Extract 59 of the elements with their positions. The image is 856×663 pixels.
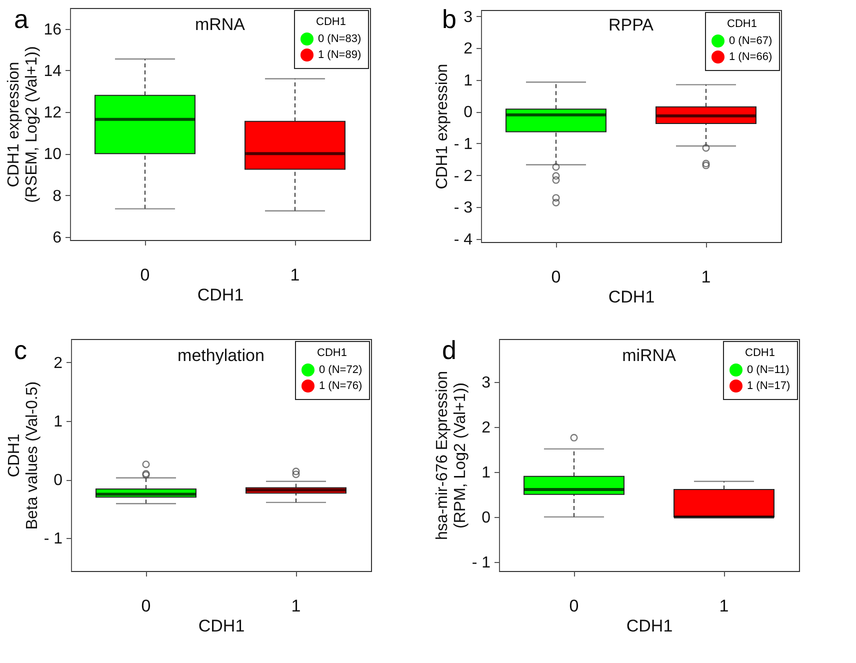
y-tick-label: 8	[52, 188, 62, 205]
x-tick-label: 0	[569, 596, 579, 616]
x-axis-title: CDH1	[198, 616, 245, 636]
y-tick-label: 12	[44, 104, 62, 122]
legend-label: 1 (N=89)	[318, 49, 362, 61]
y-tick-label: 2	[464, 40, 473, 58]
y-tick-label: 3	[482, 374, 491, 392]
y-tick-label: 0	[482, 509, 491, 526]
x-tick-label: 0	[140, 266, 150, 284]
text: b	[442, 4, 456, 35]
x-axis-title: CDH1	[197, 286, 244, 304]
legend-title: CDH1	[317, 347, 347, 359]
y-tick-label: 2	[54, 354, 63, 372]
legend-label: 0 (N=83)	[318, 33, 362, 45]
x-tick-label: 0	[141, 596, 151, 616]
legend-label: 0 (N=72)	[319, 364, 362, 376]
y-tick-label: 10	[44, 146, 62, 164]
y-axis-title: CDH1 Beta values (Val-0.5)	[6, 381, 41, 530]
y-tick-label: 2	[482, 419, 491, 436]
chart-title: miRNA	[622, 346, 677, 365]
y-tick-label: - 1	[44, 530, 63, 548]
x-tick-label: 1	[291, 596, 301, 616]
legend-title: CDH1	[316, 16, 346, 28]
chart-title: mRNA	[194, 15, 246, 34]
x-tick-label: 0	[551, 268, 561, 286]
y-tick-label: 0	[54, 472, 63, 490]
x-tick-label: 1	[701, 268, 711, 286]
x-tick-label: 1	[719, 596, 729, 616]
legend-label: 1 (N=76)	[319, 380, 362, 392]
legend-label: 0 (N=67)	[729, 35, 772, 47]
chart-title: RPPA	[608, 15, 654, 34]
x-axis-title: CDH1	[608, 288, 655, 306]
text: a	[14, 4, 28, 35]
y-axis-title: hsa-mir-676 Expression (RPM, Log2 (Val+1))	[434, 371, 469, 540]
text: d	[442, 335, 456, 366]
y-tick-label: 6	[52, 229, 62, 246]
y-tick-label: 0	[464, 104, 473, 122]
y-axis-title: CDH1 expression (RSEM, Log2 (Val+1))	[6, 46, 41, 203]
y-tick-label: 1	[54, 414, 63, 431]
legend-label: 1 (N=66)	[729, 51, 772, 63]
y-tick-label: - 4	[454, 231, 473, 248]
x-axis-title: CDH1	[626, 616, 673, 636]
legend-label: 1 (N=17)	[747, 380, 790, 392]
y-tick-label: 1	[464, 72, 473, 90]
y-tick-label: - 3	[454, 200, 473, 217]
text: c	[14, 335, 27, 366]
legend-title: CDH1	[727, 18, 757, 30]
y-axis-title: CDH1 expression	[434, 64, 451, 190]
legend-label: 0 (N=11)	[747, 364, 790, 376]
y-tick-label: 3	[464, 8, 473, 26]
legend-title: CDH1	[745, 347, 775, 359]
y-tick-label: - 1	[472, 554, 491, 572]
y-tick-label: 14	[44, 62, 62, 80]
y-tick-label: 1	[482, 464, 491, 482]
y-tick-label: - 2	[454, 168, 473, 185]
chart-title: methylation	[178, 346, 264, 365]
y-tick-label: - 1	[454, 136, 473, 153]
x-tick-label: 1	[290, 266, 300, 284]
y-tick-label: 16	[44, 21, 62, 38]
